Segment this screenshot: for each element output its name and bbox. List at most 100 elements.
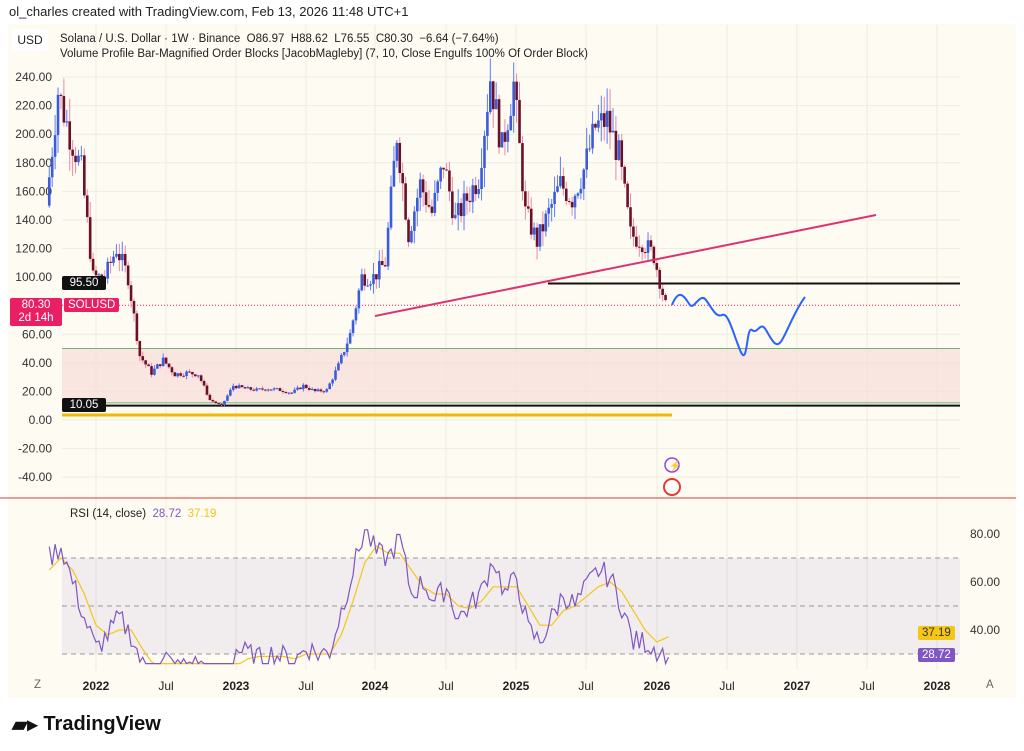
- candle-body: [138, 341, 142, 357]
- candle-body: [226, 395, 229, 401]
- candle-body: [272, 388, 276, 390]
- candle-body: [366, 285, 369, 287]
- candle-body: [579, 188, 583, 194]
- rsi-axis-label: 60.00: [970, 575, 1000, 589]
- time-axis-label: 2025: [503, 679, 530, 693]
- scale-z-button[interactable]: Z: [34, 679, 42, 691]
- candle-body: [328, 383, 331, 390]
- candle-body: [269, 389, 273, 391]
- candle-body: [544, 213, 548, 232]
- candle-body: [526, 206, 530, 209]
- candle-body: [591, 123, 594, 149]
- rsi-legend[interactable]: RSI (14, close) 28.72 37.19: [70, 508, 216, 520]
- candle-body: [547, 207, 551, 214]
- candle-body: [386, 227, 390, 267]
- candle-body: [360, 274, 364, 291]
- chart-credit: ol_charles created with TradingView.com,…: [9, 4, 409, 19]
- candle-body: [112, 256, 115, 263]
- candle-body: [141, 356, 145, 361]
- candle-body: [369, 284, 372, 286]
- candle-body: [65, 121, 69, 123]
- candle-body: [436, 181, 440, 193]
- candle-body: [462, 193, 466, 217]
- candle-body: [573, 195, 577, 208]
- candle-body: [246, 387, 250, 389]
- candle-body: [161, 357, 165, 367]
- tradingview-logo[interactable]: ▰▸ TradingView: [12, 712, 161, 737]
- candle-body: [468, 200, 472, 203]
- candle-body: [313, 388, 317, 392]
- price-axis-label: -40.00: [18, 470, 52, 484]
- candle-body: [380, 261, 384, 266]
- currency-button[interactable]: USD: [12, 29, 48, 51]
- order-block-zone: [62, 348, 960, 403]
- candle-body: [407, 219, 410, 243]
- indicator-legend[interactable]: Volume Profile Bar-Magnified Order Block…: [60, 48, 588, 60]
- candle-body: [129, 285, 133, 301]
- candle-body: [179, 373, 183, 376]
- candle-body: [322, 391, 326, 393]
- candle-body: [351, 320, 355, 334]
- price-axis-label: 160.00: [15, 184, 52, 198]
- rsi-ma-tag: 37.19: [918, 626, 955, 640]
- candle-body: [506, 130, 510, 142]
- time-axis-label: 2028: [924, 679, 951, 693]
- us-flag-event-icon: [663, 478, 681, 496]
- candle-body: [249, 387, 253, 390]
- candle-body: [158, 364, 162, 367]
- price-axis-label: 100.00: [15, 270, 52, 284]
- candle-body: [433, 192, 437, 213]
- candle-body: [188, 371, 191, 373]
- candle-body: [199, 375, 203, 381]
- level-tag-95: 95.50: [62, 276, 106, 290]
- candle-body: [415, 197, 419, 212]
- rsi-value: 28.72: [152, 508, 182, 520]
- candle-body: [503, 132, 507, 142]
- candle-body: [342, 352, 346, 355]
- candle-body: [281, 390, 285, 393]
- brand-name: TradingView: [43, 713, 161, 735]
- candle-body: [167, 363, 171, 368]
- auto-scale-button[interactable]: A: [986, 679, 994, 691]
- candle-body: [582, 169, 586, 189]
- candle-body: [626, 183, 629, 208]
- candle-body: [456, 203, 460, 216]
- candle-body: [477, 189, 480, 195]
- candle-body: [424, 192, 428, 206]
- candle-body: [597, 120, 600, 128]
- candle-body: [258, 388, 261, 390]
- candle-body: [465, 193, 469, 201]
- symbol-name: Solana / U.S. Dollar · 1W · Binance: [60, 33, 241, 45]
- candle-body: [655, 263, 659, 270]
- candle-body: [53, 135, 57, 157]
- time-axis-label: Jul: [298, 679, 313, 693]
- candle-body: [275, 388, 279, 390]
- candle-body: [515, 81, 518, 100]
- trendline: [374, 214, 877, 317]
- candle-body: [640, 247, 644, 253]
- candle-body: [50, 156, 54, 178]
- time-axis-label: Jul: [859, 679, 874, 693]
- candle-body: [307, 388, 311, 390]
- candle-body: [471, 185, 475, 203]
- candle-body: [278, 388, 282, 391]
- candle-body: [264, 389, 267, 391]
- price-projection-path: [671, 293, 806, 356]
- candle-body: [182, 375, 185, 377]
- time-axis-label: 2024: [362, 679, 389, 693]
- candle-body: [375, 274, 378, 280]
- candle-body: [541, 224, 545, 232]
- price-axis-label: 240.00: [15, 70, 52, 84]
- candle-body: [94, 270, 98, 276]
- candle-body: [252, 389, 256, 391]
- symbol-tag: SOLUSD: [64, 298, 120, 312]
- bar-countdown: 2d 14h: [18, 312, 54, 324]
- candle-body: [620, 140, 624, 167]
- candle-body: [220, 403, 223, 405]
- candle-body: [299, 387, 302, 390]
- candle-body: [62, 96, 66, 123]
- candle-body: [348, 333, 352, 344]
- candle-body: [372, 274, 375, 285]
- price-axis-label: 120.00: [15, 242, 52, 256]
